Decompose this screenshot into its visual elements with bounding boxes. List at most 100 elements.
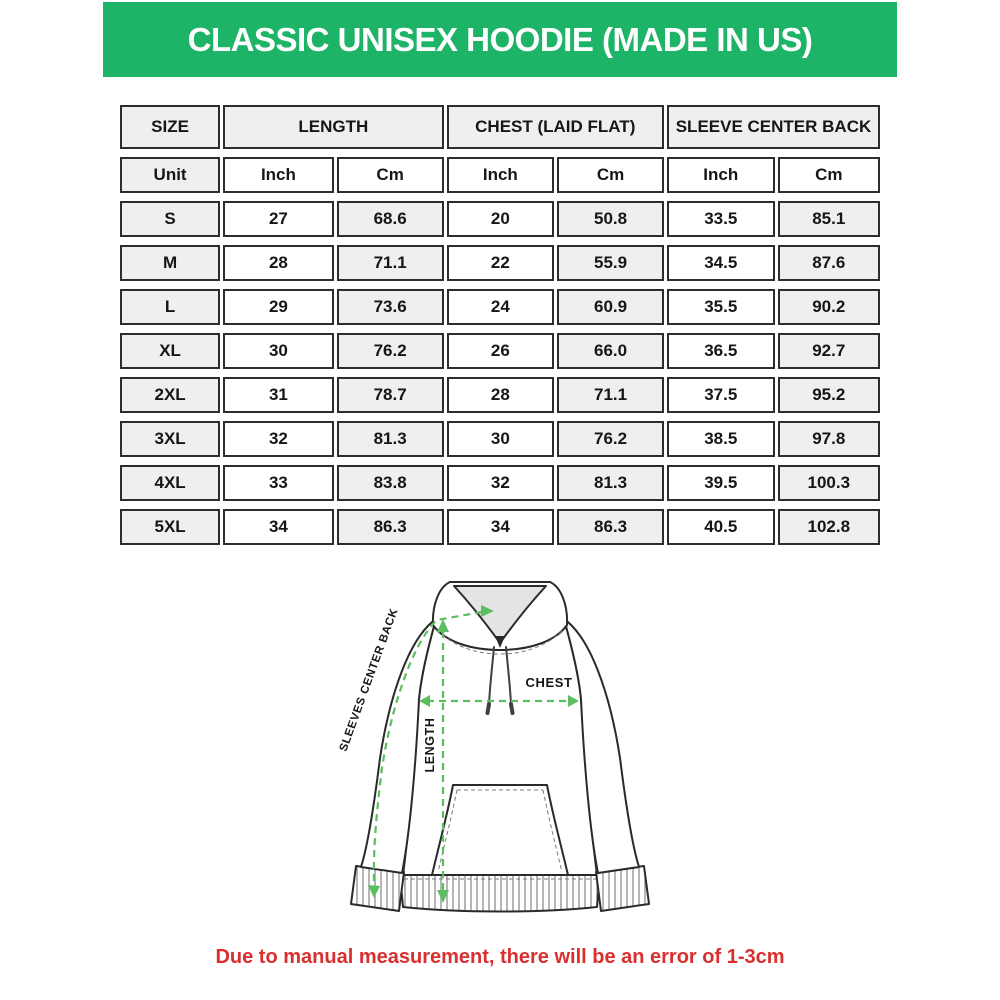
value-cell: 35.5 [666, 289, 775, 325]
unit-cell: Cm [336, 157, 444, 193]
value-cell: 39.5 [666, 465, 775, 501]
size-cell: L [120, 289, 221, 325]
table-row: XL 30 76.2 26 66.0 36.5 92.7 [120, 333, 880, 369]
table-row: 2XL 31 78.7 28 71.1 37.5 95.2 [120, 377, 880, 413]
size-cell: 4XL [120, 465, 221, 501]
value-cell: 32 [223, 421, 334, 457]
unit-row: Unit Inch Cm Inch Cm Inch Cm [120, 157, 880, 193]
table-row: L 29 73.6 24 60.9 35.5 90.2 [120, 289, 880, 325]
table-row: 3XL 32 81.3 30 76.2 38.5 97.8 [120, 421, 880, 457]
size-cell: S [120, 201, 221, 237]
hoodie-waistband [399, 874, 601, 913]
value-cell: 28 [446, 377, 555, 413]
value-cell: 34 [446, 509, 555, 545]
pocket-stitch-right [542, 789, 563, 873]
header-size: SIZE [120, 105, 221, 149]
value-cell: 33 [223, 465, 334, 501]
value-cell: 85.1 [777, 201, 880, 237]
header-sleeve: SLEEVE CENTER BACK [666, 105, 880, 149]
value-cell: 38.5 [666, 421, 775, 457]
size-table-head: SIZE LENGTH CHEST (LAID FLAT) SLEEVE CEN… [120, 105, 880, 193]
value-cell: 83.8 [336, 465, 444, 501]
size-cell: 2XL [120, 377, 221, 413]
value-cell: 27 [223, 201, 334, 237]
value-cell: 36.5 [666, 333, 775, 369]
value-cell: 31 [223, 377, 334, 413]
drawstring-aglet-right [509, 702, 515, 715]
sleeve-center-back-arrowhead-top [481, 605, 494, 617]
table-row: 4XL 33 83.8 32 81.3 39.5 100.3 [120, 465, 880, 501]
unit-cell: Cm [557, 157, 664, 193]
length-arrowhead-bottom [437, 890, 449, 903]
header-length: LENGTH [223, 105, 444, 149]
length-arrowhead-top [437, 619, 449, 632]
value-cell: 26 [446, 333, 555, 369]
chest-label: CHEST [525, 675, 572, 690]
value-cell: 20 [446, 201, 555, 237]
value-cell: 40.5 [666, 509, 775, 545]
value-cell: 71.1 [336, 245, 444, 281]
size-cell: 3XL [120, 421, 221, 457]
table-row: M 28 71.1 22 55.9 34.5 87.6 [120, 245, 880, 281]
sleeve-center-back-arrow-line [372, 610, 483, 884]
value-cell: 100.3 [777, 465, 880, 501]
header-chest: CHEST (LAID FLAT) [446, 105, 664, 149]
table-row: 5XL 34 86.3 34 86.3 40.5 102.8 [120, 509, 880, 545]
value-cell: 37.5 [666, 377, 775, 413]
unit-cell: Inch [666, 157, 775, 193]
hoodie-diagram: CHEST LENGTH SLEEVES CENTER BACK [330, 573, 670, 945]
pocket-stitch-left [437, 789, 458, 873]
value-cell: 29 [223, 289, 334, 325]
value-cell: 30 [223, 333, 334, 369]
hoodie-sleeve-left [360, 618, 437, 874]
hoodie-pocket [431, 784, 569, 876]
value-cell: 102.8 [777, 509, 880, 545]
drawstring-aglet-left [485, 702, 491, 715]
value-cell: 86.3 [557, 509, 664, 545]
collar-stitch [436, 629, 564, 655]
value-cell: 81.3 [336, 421, 444, 457]
drawstring-right [505, 646, 512, 705]
table-row: S 27 68.6 20 50.8 33.5 85.1 [120, 201, 880, 237]
drawstring-left [488, 646, 495, 705]
unit-cell: Inch [223, 157, 334, 193]
value-cell: 34 [223, 509, 334, 545]
value-cell: 92.7 [777, 333, 880, 369]
unit-cell: Inch [446, 157, 555, 193]
value-cell: 24 [446, 289, 555, 325]
value-cell: 81.3 [557, 465, 664, 501]
size-cell: XL [120, 333, 221, 369]
value-cell: 78.7 [336, 377, 444, 413]
size-cell: M [120, 245, 221, 281]
hoodie-sleeve-right [563, 618, 640, 874]
value-cell: 34.5 [666, 245, 775, 281]
unit-cell: Unit [120, 157, 221, 193]
value-cell: 86.3 [336, 509, 444, 545]
value-cell: 50.8 [557, 201, 664, 237]
table-header-row: SIZE LENGTH CHEST (LAID FLAT) SLEEVE CEN… [120, 105, 880, 149]
value-cell: 87.6 [777, 245, 880, 281]
value-cell: 33.5 [666, 201, 775, 237]
value-cell: 71.1 [557, 377, 664, 413]
value-cell: 95.2 [777, 377, 880, 413]
value-cell: 60.9 [557, 289, 664, 325]
value-cell: 66.0 [557, 333, 664, 369]
value-cell: 30 [446, 421, 555, 457]
chest-arrowhead-right [568, 695, 579, 707]
title-banner: CLASSIC UNISEX HOODIE (MADE IN US) [103, 2, 897, 77]
value-cell: 55.9 [557, 245, 664, 281]
chest-arrowhead-left [419, 695, 430, 707]
value-cell: 76.2 [336, 333, 444, 369]
hoodie-sketch-svg: CHEST LENGTH SLEEVES CENTER BACK [338, 581, 650, 913]
hood-v-point [495, 636, 505, 648]
value-cell: 90.2 [777, 289, 880, 325]
measurement-disclaimer: Due to manual measurement, there will be… [215, 946, 785, 968]
size-cell: 5XL [120, 509, 221, 545]
value-cell: 22 [446, 245, 555, 281]
value-cell: 28 [223, 245, 334, 281]
length-label: LENGTH [423, 718, 437, 773]
page-title: CLASSIC UNISEX HOODIE (MADE IN US) [187, 20, 813, 58]
value-cell: 73.6 [336, 289, 444, 325]
size-table-body: S 27 68.6 20 50.8 33.5 85.1 M 28 71.1 22 55.9 34.5 87… [120, 201, 880, 545]
